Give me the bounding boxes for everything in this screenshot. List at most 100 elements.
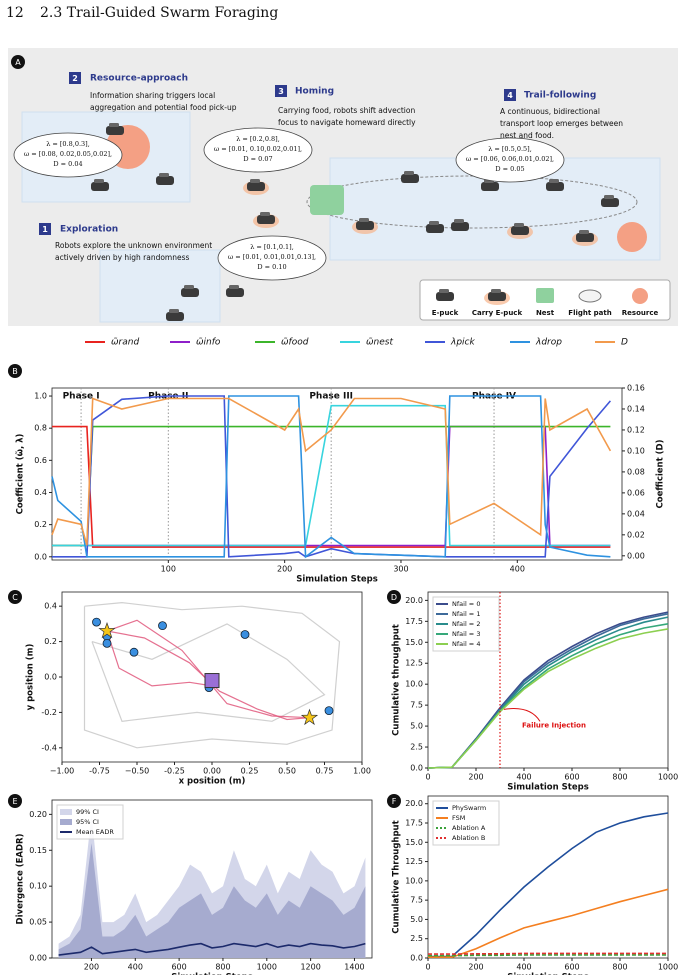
- x-axis-label: Simulation Steps: [507, 783, 589, 793]
- e-puck-top: [549, 179, 559, 183]
- x-tick-label: 600: [564, 773, 579, 782]
- step-title: Exploration: [60, 225, 118, 235]
- step-text: Carrying food, robots shift advection: [278, 106, 415, 115]
- e-puck-top: [159, 173, 169, 177]
- x-tick-label: 1.00: [353, 767, 371, 776]
- x-tick-label: 200: [277, 565, 292, 574]
- nest: [310, 185, 344, 215]
- e-puck: [426, 224, 444, 233]
- e-puck: [481, 182, 499, 191]
- star-marker: [98, 621, 116, 639]
- y-tick-label: 2.5: [410, 743, 423, 752]
- legend-label: ω̃nest: [366, 338, 393, 348]
- e-puck: [166, 312, 184, 321]
- nest-marker: [204, 673, 220, 689]
- y-tick-label: 10.0: [405, 680, 423, 689]
- x-tick-label: 1000: [658, 963, 678, 972]
- ci-area: [58, 843, 366, 958]
- e-puck-top: [429, 221, 439, 225]
- y2-tick-label: 0.04: [627, 509, 645, 518]
- legend-label: λdrop: [535, 338, 562, 348]
- y2-tick-label: 0.14: [627, 404, 645, 413]
- resource-point: [102, 638, 112, 648]
- panel-label-badge: [387, 590, 401, 604]
- parameter-bubble: [217, 235, 327, 281]
- legend-label: E-puck: [432, 309, 459, 317]
- panel-label: A: [15, 58, 21, 67]
- y2-axis-label: Coefficient (D): [656, 439, 666, 508]
- y-tick-label: 5.0: [410, 722, 423, 731]
- y-tick-label: 0.2: [34, 520, 47, 529]
- y-tick-label: 0.6: [34, 456, 47, 465]
- y-tick-label: 0.8: [34, 424, 47, 433]
- trajectory: [83, 601, 341, 749]
- y-tick-label: 12.5: [405, 857, 423, 866]
- e-puck: [156, 176, 174, 185]
- y-tick-label: 12.5: [405, 659, 423, 668]
- legend-label: ω̃info: [196, 338, 221, 348]
- e-puck-top: [604, 195, 614, 199]
- e-puck-top: [439, 289, 449, 293]
- annotation-text: Failure Injection: [522, 721, 586, 729]
- e-puck-top: [404, 171, 414, 175]
- resource-point: [158, 621, 167, 631]
- e-puck-top: [579, 230, 589, 234]
- x-tick-label: 1000: [257, 963, 277, 972]
- page-number: 12: [6, 5, 24, 21]
- legend-swatch: [60, 809, 72, 815]
- x-tick-label: 0.00: [203, 767, 221, 776]
- y2-tick-label: 0.08: [627, 467, 645, 476]
- x-tick-label: 0.25: [241, 767, 259, 776]
- x-tick-label: −0.50: [125, 767, 150, 776]
- e-puck-top: [491, 289, 501, 293]
- y-tick-label: 0.2: [44, 637, 57, 646]
- step-title: Trail-following: [524, 91, 596, 101]
- legend-label: ω̃rand: [111, 338, 139, 348]
- legend-label: Carry E-puck: [472, 309, 523, 317]
- e-puck: [546, 182, 564, 191]
- series-line: [428, 952, 668, 955]
- step-text: focus to navigate homeward directly: [278, 118, 416, 127]
- e-puck: [106, 126, 124, 135]
- step-number: 4: [507, 91, 513, 100]
- e-puck: [356, 221, 374, 230]
- series-line: [51, 395, 611, 559]
- resource: [617, 222, 647, 252]
- legend-label: Nest: [536, 309, 555, 317]
- panel-label-badge: [8, 590, 22, 604]
- e-puck: [181, 288, 199, 297]
- x-tick-label: 400: [516, 773, 531, 782]
- e-puck: [601, 198, 619, 207]
- trajectory: [106, 630, 213, 687]
- x-tick-label: 0.75: [316, 767, 334, 776]
- y-tick-label: 5.0: [410, 915, 423, 924]
- legend-swatch: [60, 819, 72, 825]
- e-puck-top: [359, 218, 369, 222]
- step-text: Robots explore the unknown environment: [55, 241, 212, 250]
- legend-label: 95% CI: [76, 818, 99, 826]
- y-axis-label: Cumulative Throughput: [392, 820, 402, 933]
- y2-tick-label: 0.02: [627, 530, 645, 539]
- panel-label: C: [12, 593, 18, 602]
- legend-label: FSM: [452, 814, 465, 822]
- y-tick-label: 0.05: [29, 918, 47, 927]
- y-tick-label: -0.4: [41, 743, 57, 752]
- step-text: aggregation and potential food pick-up: [90, 103, 237, 112]
- annotation-arrow: [503, 708, 541, 722]
- panel-label-badge: [8, 364, 22, 378]
- e-puck-top: [229, 285, 239, 289]
- parameter-text: ω = [0.01, 0.01,0.01,0.13],: [228, 253, 316, 261]
- x-tick-label: -0.75: [89, 767, 110, 776]
- legend-label: Flight path: [568, 309, 611, 317]
- parameter-text: D = 0.07: [243, 155, 272, 163]
- legend-label: Nfail = 3: [452, 630, 480, 638]
- e-puck: [226, 288, 244, 297]
- e-puck-top: [260, 212, 270, 216]
- legend-label: D: [621, 338, 628, 348]
- step-title: Resource-approach: [90, 74, 188, 84]
- panel-label-badge: [387, 794, 401, 808]
- parameter-text: D = 0.04: [53, 160, 82, 168]
- parameter-bubble: [455, 137, 565, 183]
- y-tick-label: 2.5: [410, 934, 423, 943]
